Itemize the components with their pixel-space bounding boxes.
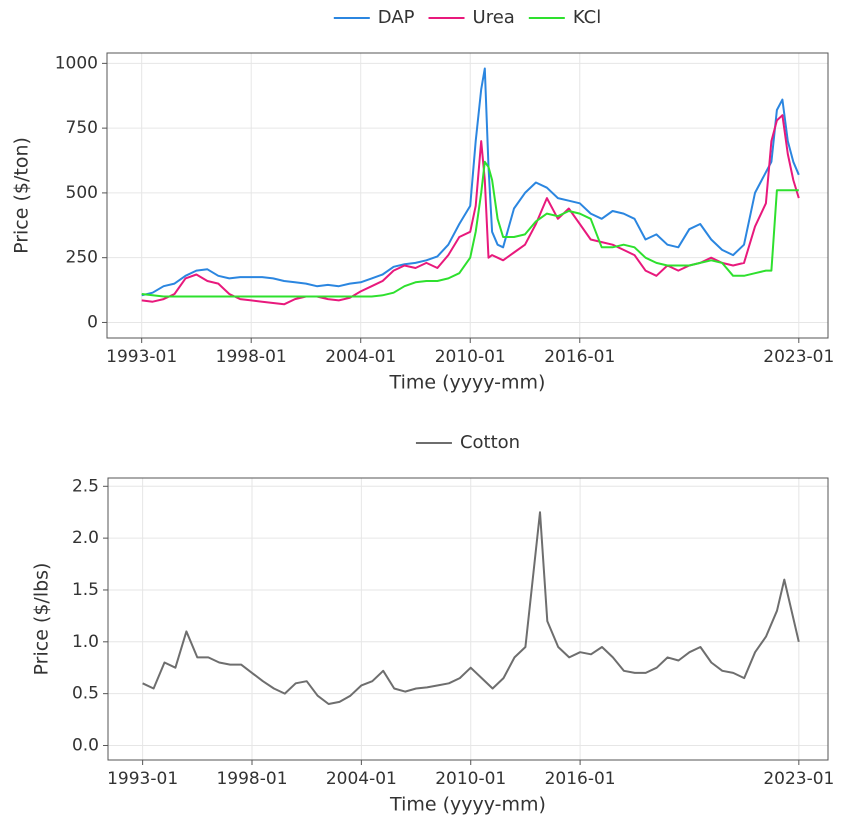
- series-line: [141, 114, 800, 306]
- legend-label: KCl: [573, 7, 601, 28]
- y-tick-label: 0.5: [72, 684, 99, 704]
- series-line: [141, 67, 800, 297]
- y-axis-label: Price ($/lbs): [31, 563, 53, 676]
- x-tick-label: 2023-01: [763, 769, 834, 789]
- y-tick-label: 1000: [55, 53, 98, 73]
- x-tick-label: 1993-01: [107, 769, 178, 789]
- y-tick-label: 2.0: [72, 528, 99, 548]
- x-tick-label: 2023-01: [763, 347, 834, 367]
- x-tick-label: 2016-01: [545, 769, 616, 789]
- plot-frame: [106, 52, 829, 339]
- y-tick-label: 1.5: [72, 580, 99, 600]
- x-axis-label: Time (yyyy-mm): [389, 372, 546, 394]
- x-tick-label: 2010-01: [435, 769, 506, 789]
- x-axis-label: Time (yyyy-mm): [389, 794, 546, 816]
- x-tick-label: 2004-01: [325, 347, 396, 367]
- x-tick-label: 1998-01: [216, 769, 287, 789]
- y-tick-label: 1.0: [72, 632, 99, 652]
- y-tick-label: 750: [66, 118, 98, 138]
- y-axis-label: Price ($/ton): [11, 137, 33, 254]
- series-line: [142, 511, 800, 705]
- y-tick-label: 2.5: [72, 476, 99, 496]
- legend-label: Cotton: [460, 432, 520, 453]
- x-tick-label: 1998-01: [216, 347, 287, 367]
- legend-label: DAP: [378, 7, 415, 28]
- y-tick-label: 0: [87, 312, 98, 332]
- y-tick-label: 500: [66, 183, 98, 203]
- x-tick-label: 2016-01: [544, 347, 615, 367]
- x-tick-label: 2004-01: [326, 769, 397, 789]
- x-tick-label: 1993-01: [106, 347, 177, 367]
- legend-label: Urea: [473, 7, 515, 28]
- plot-frame: [107, 477, 829, 761]
- x-tick-label: 2010-01: [435, 347, 506, 367]
- series-line: [141, 160, 799, 298]
- y-tick-label: 0.0: [72, 735, 99, 755]
- y-tick-label: 250: [66, 248, 98, 268]
